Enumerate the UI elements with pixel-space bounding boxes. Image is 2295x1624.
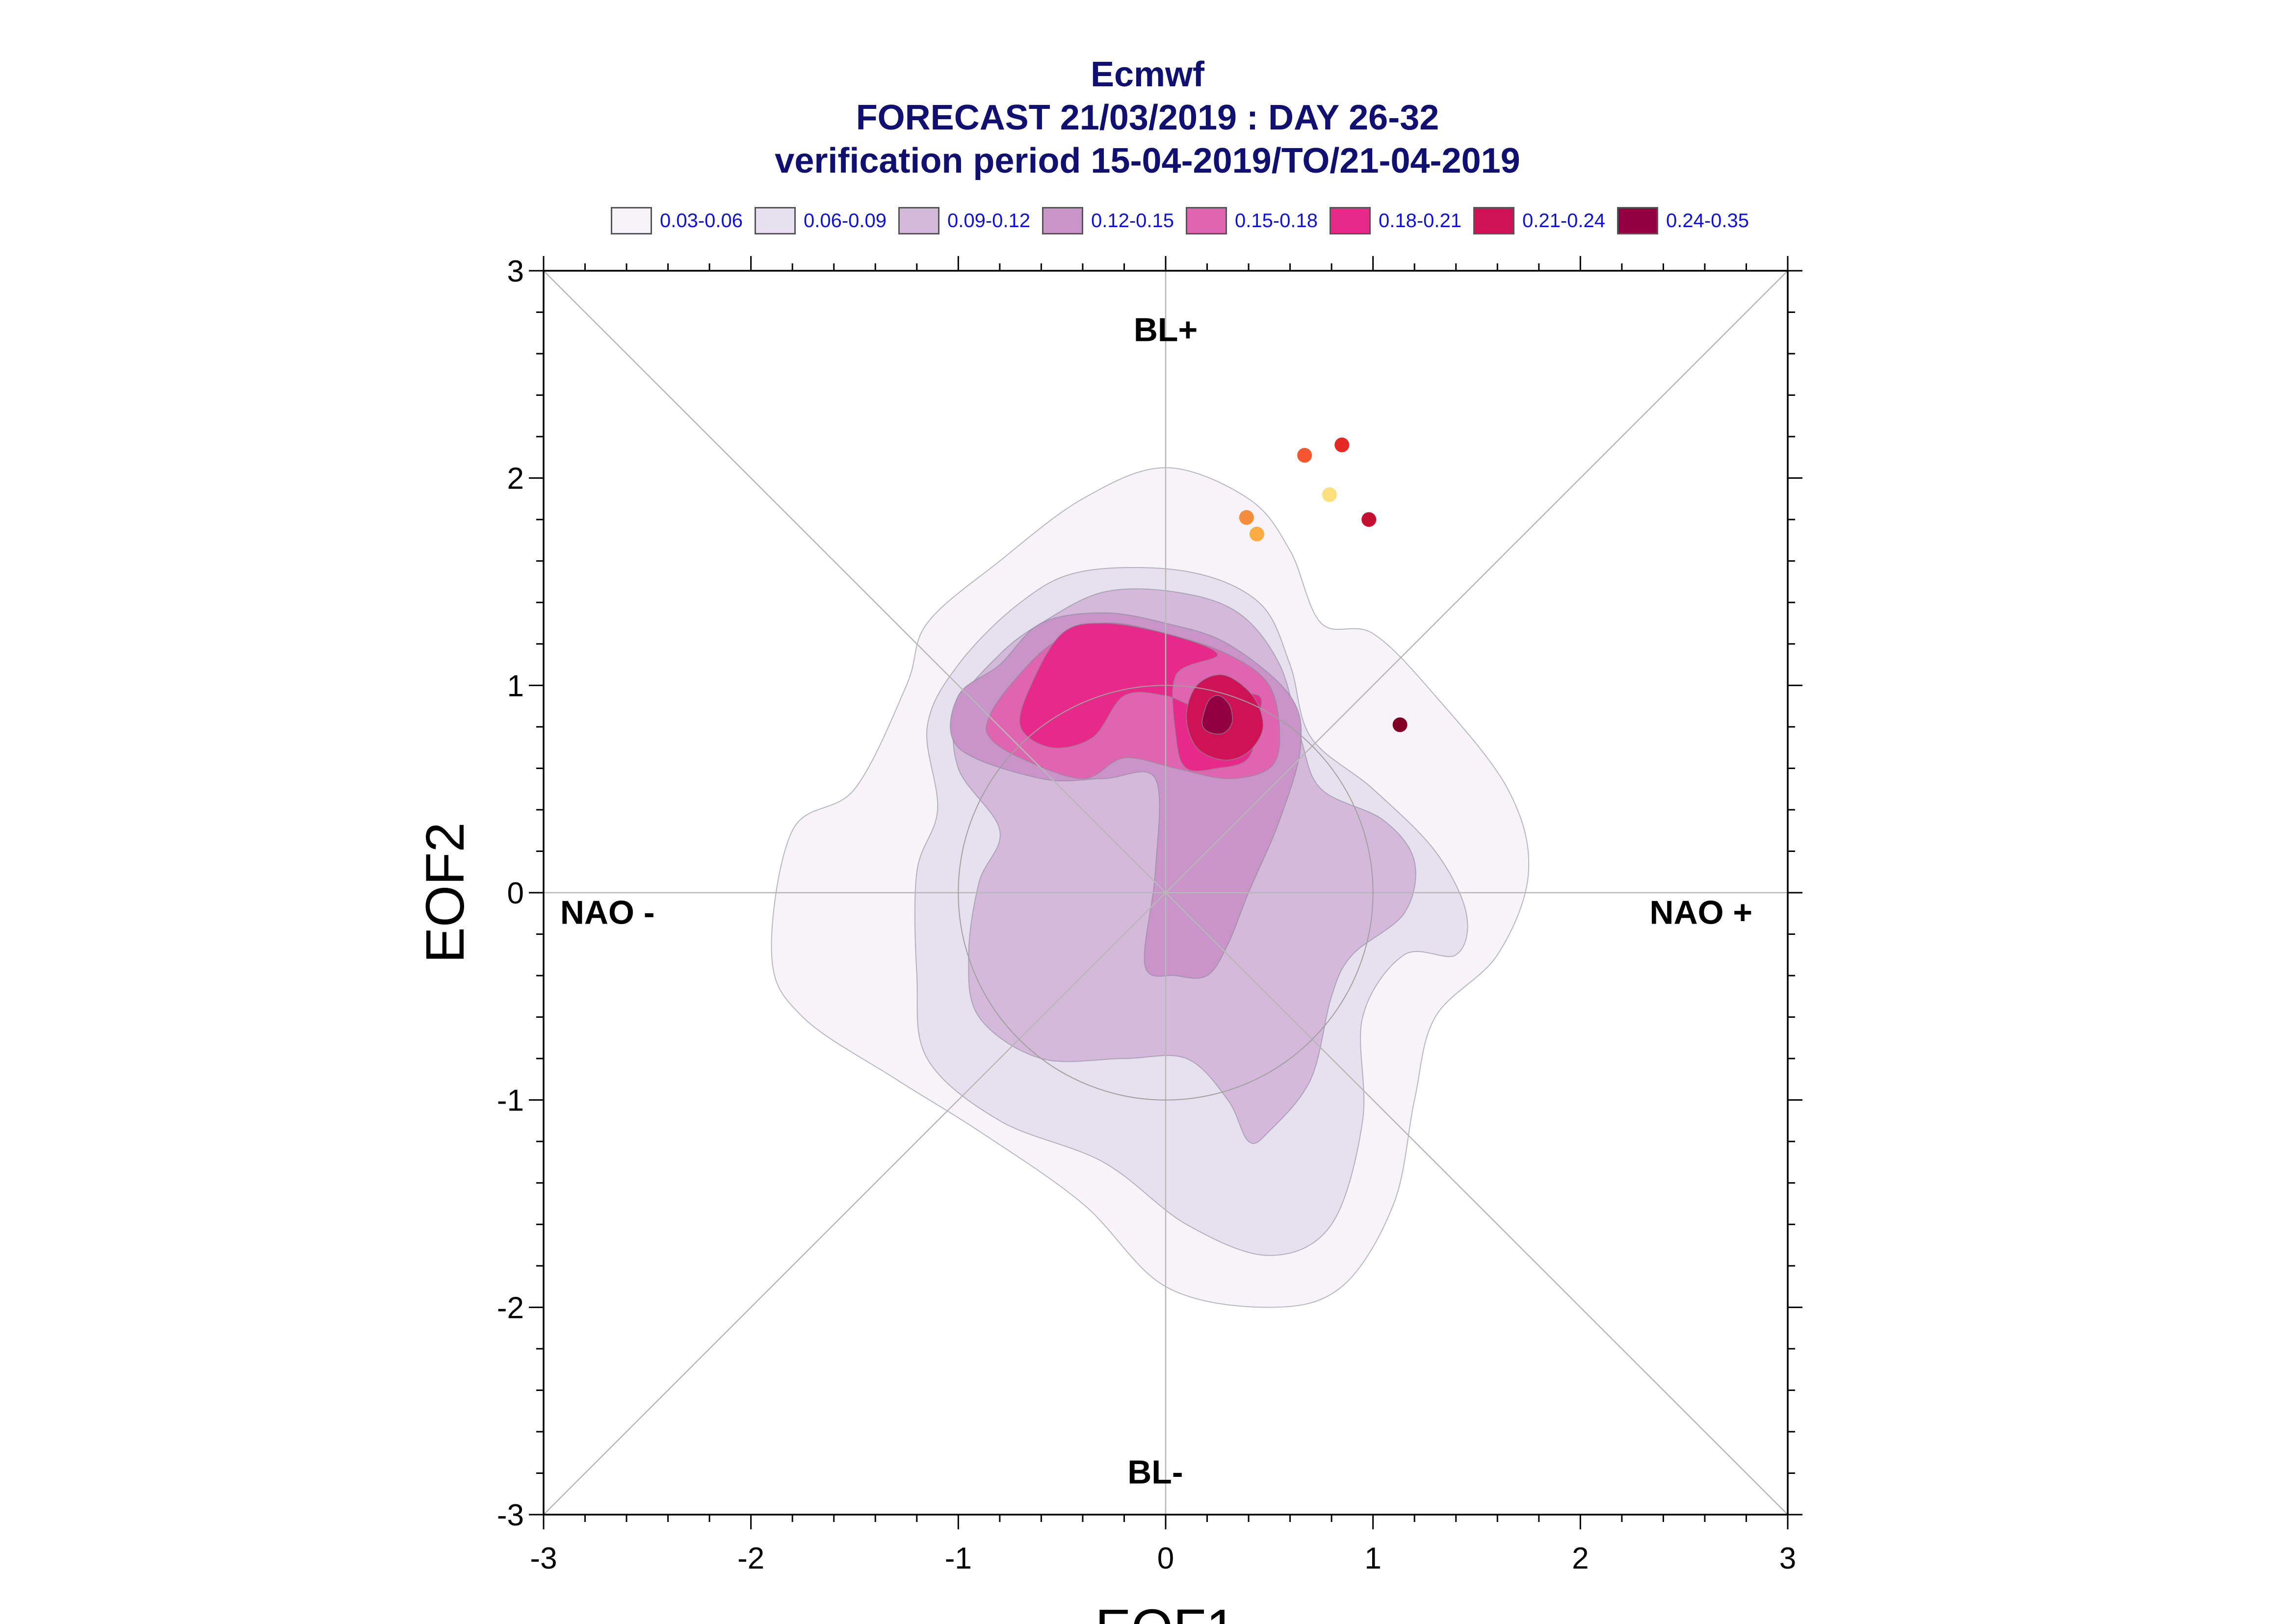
legend-label: 0.15-0.18 (1235, 210, 1318, 232)
legend-swatch (1042, 207, 1083, 234)
unit-circle (958, 685, 1374, 1101)
chart-title: Ecmwf FORECAST 21/03/2019 : DAY 26-32 ve… (0, 53, 2295, 182)
y-tick-label: 3 (507, 255, 524, 288)
legend-label: 0.03-0.06 (660, 210, 743, 232)
data-point (1249, 526, 1264, 541)
legend-label: 0.24-0.35 (1666, 210, 1749, 232)
density-layer (771, 467, 1530, 1308)
y-tick-label: 2 (507, 462, 524, 496)
legend-label: 0.12-0.15 (1091, 210, 1174, 232)
density-contour (1201, 695, 1233, 735)
y-tick-label: -3 (497, 1498, 524, 1532)
legend-label: 0.09-0.12 (947, 210, 1031, 232)
y-tick-label: -2 (497, 1291, 524, 1325)
x-tick-label: -1 (945, 1542, 972, 1575)
legend: 0.03-0.06 0.06-0.09 0.09-0.12 0.12-0.15 0.15… (611, 206, 1764, 235)
points-layer (1239, 438, 1408, 732)
legend-swatch (611, 207, 652, 234)
data-point (1297, 448, 1312, 463)
legend-swatch (1186, 207, 1227, 234)
legend-swatch (898, 207, 939, 234)
y-axis-label: EOF2 (415, 822, 475, 963)
data-point (1392, 717, 1408, 732)
legend-swatch (1473, 207, 1514, 234)
x-tick-label: -3 (530, 1542, 557, 1575)
x-tick-label: -2 (737, 1542, 764, 1575)
legend-label: 0.06-0.09 (804, 210, 887, 232)
regime-label-top: BL+ (1134, 311, 1198, 349)
x-tick-label: 2 (1572, 1542, 1589, 1575)
title-line-3: verification period 15-04-2019/TO/21-04-… (775, 141, 1520, 180)
x-tick-label: 1 (1364, 1542, 1381, 1575)
data-point (1361, 512, 1377, 527)
legend-label: 0.18-0.21 (1379, 210, 1462, 232)
title-line-1: Ecmwf (1090, 55, 1205, 94)
x-tick-label: 3 (1779, 1542, 1796, 1575)
y-tick-label: -1 (497, 1084, 524, 1118)
data-point (1334, 438, 1350, 453)
x-axis-label: EOF1 (1095, 1598, 1236, 1624)
legend-label: 0.21-0.24 (1522, 210, 1606, 232)
legend-swatch (1330, 207, 1371, 234)
title-line-2: FORECAST 21/03/2019 : DAY 26-32 (856, 98, 1439, 137)
x-tick-label: 0 (1157, 1542, 1174, 1575)
data-point (1239, 510, 1254, 525)
axes-layer: -3 -2 -1 0 1 2 3 -3 -2 -1 0 1 2 3 EOF1 EOF2 (415, 255, 1802, 1624)
regime-label-left: NAO - (560, 894, 655, 931)
labels-layer: BL+ BL- NAO - NAO + (560, 311, 1752, 1491)
legend-swatch (755, 207, 796, 234)
regime-label-bottom: BL- (1127, 1454, 1183, 1491)
y-tick-label: 1 (507, 669, 524, 703)
y-tick-label: 0 (507, 876, 524, 910)
regime-label-right: NAO + (1649, 894, 1752, 931)
guides-layer (543, 270, 1788, 1515)
data-point (1322, 487, 1337, 502)
legend-swatch (1617, 207, 1658, 234)
